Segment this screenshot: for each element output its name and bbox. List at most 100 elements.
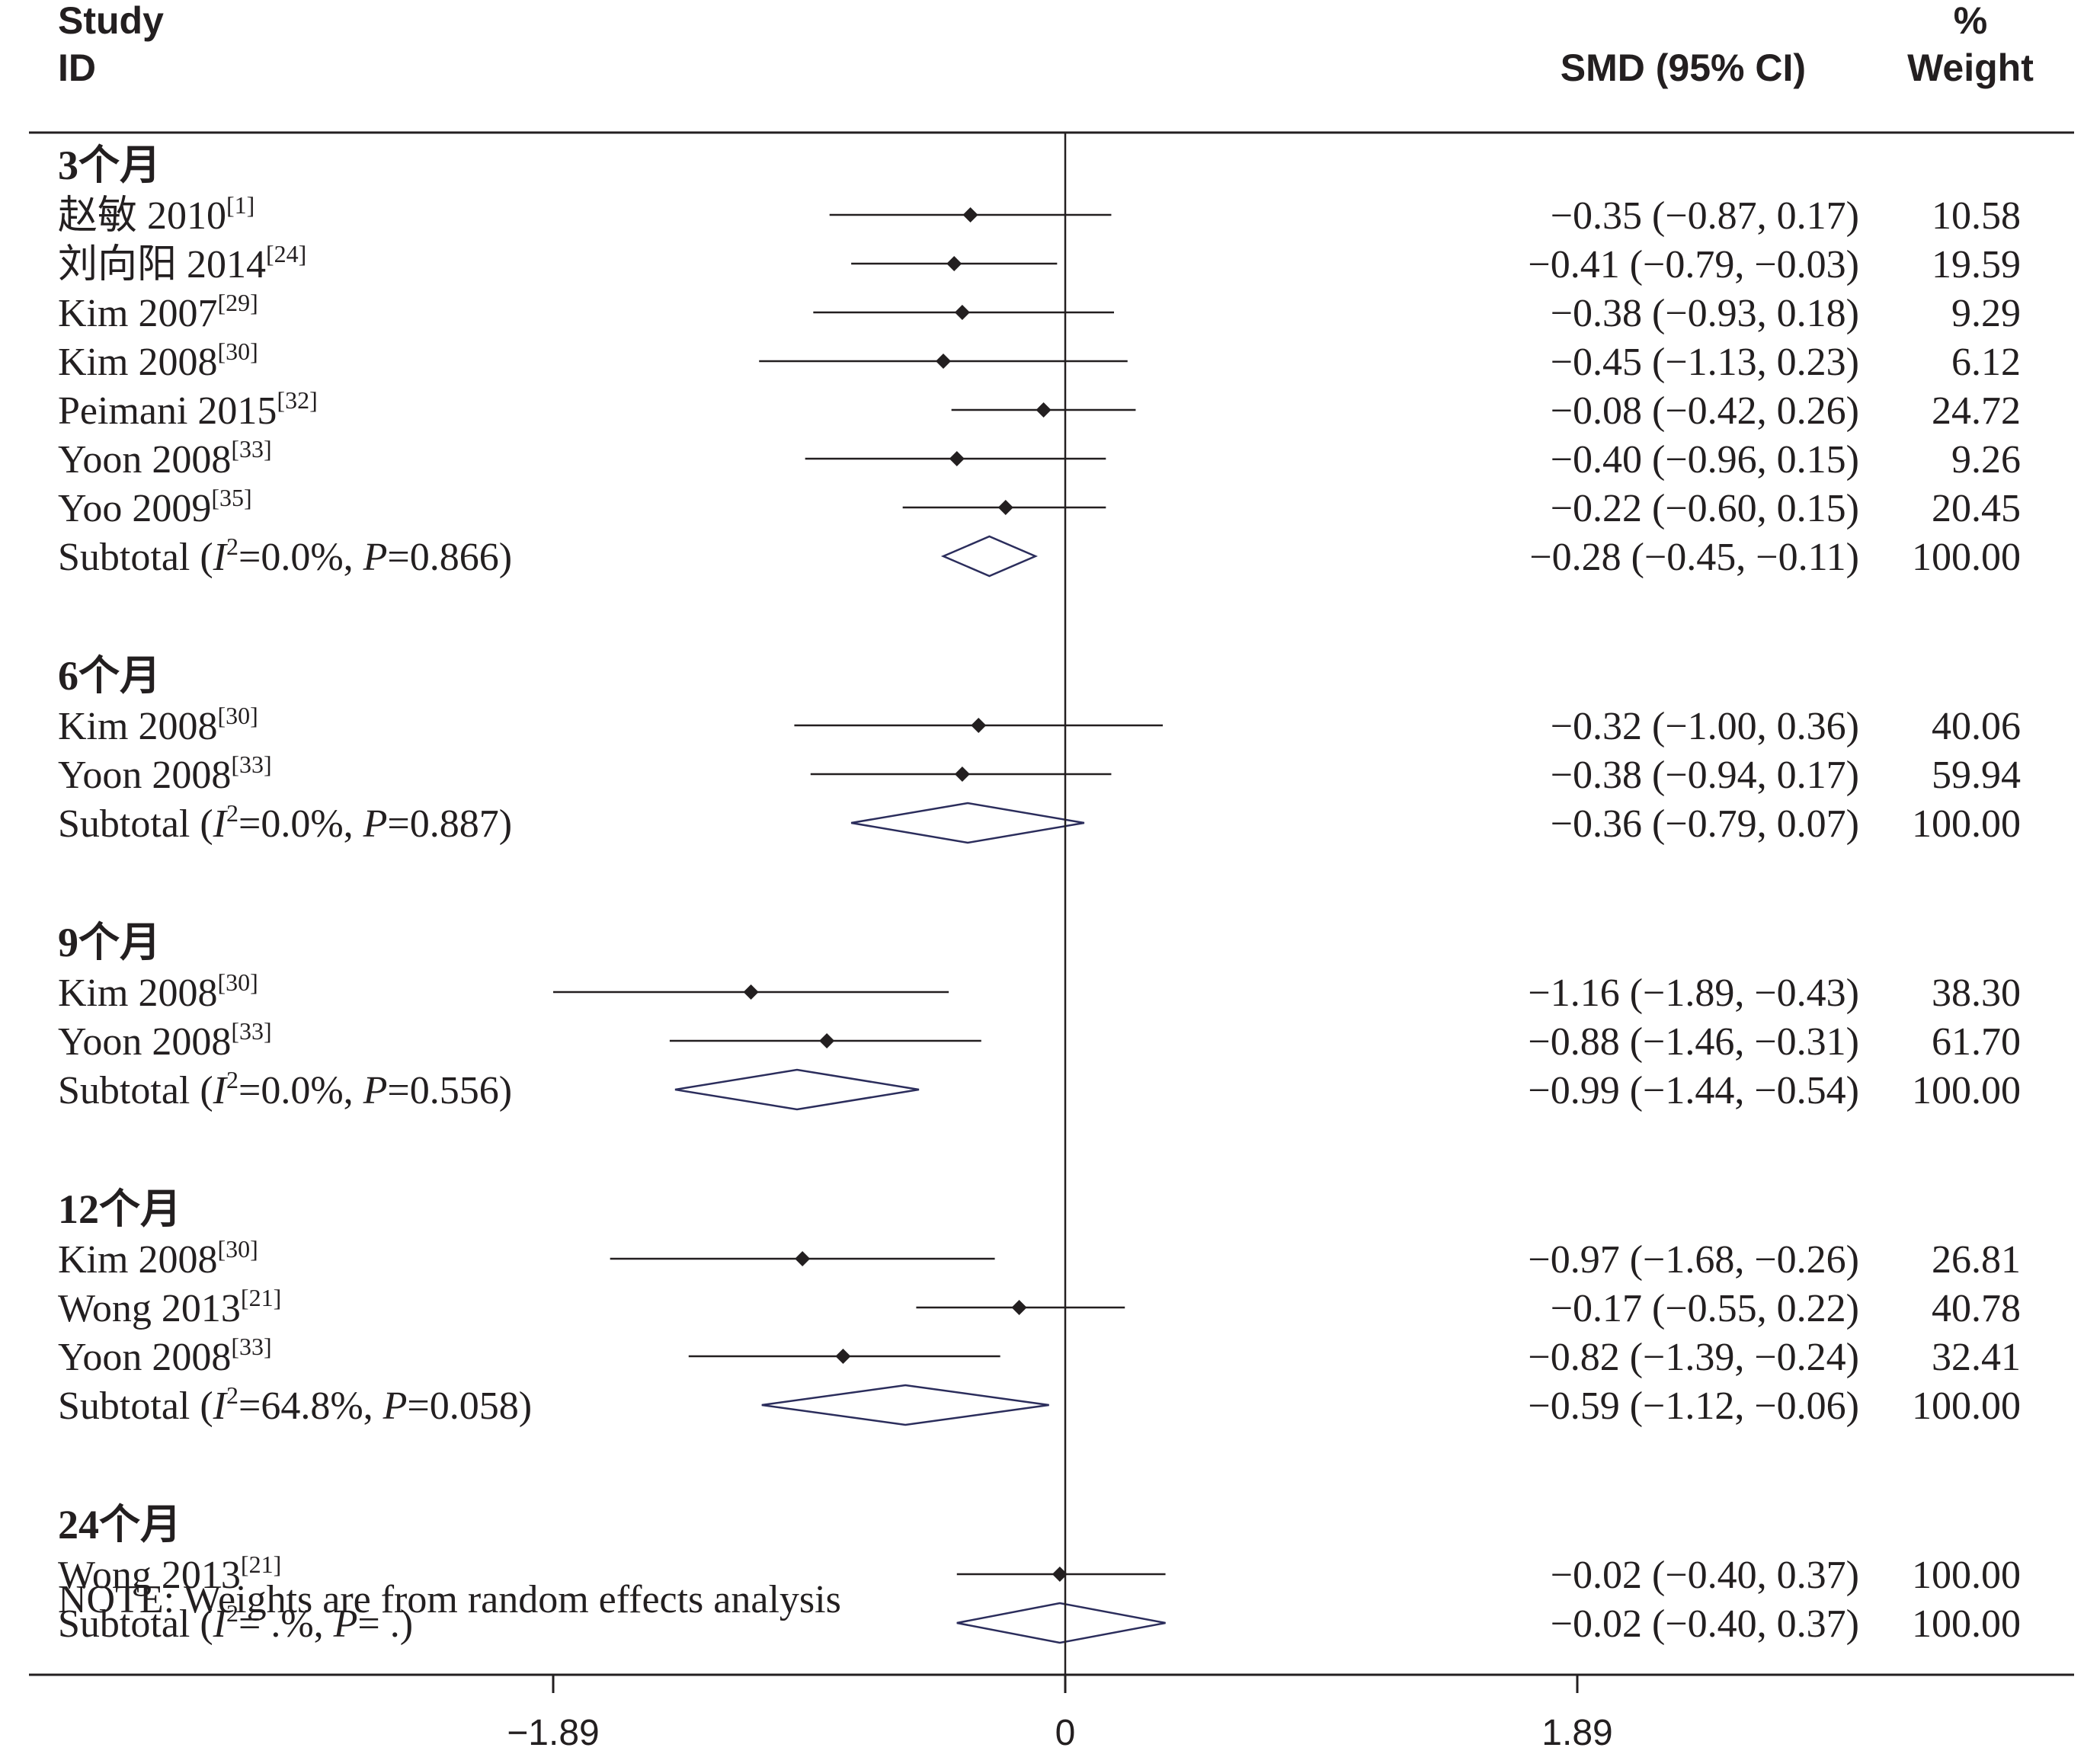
study-ref: [33]: [231, 1017, 271, 1045]
ci-value: −0.17 (−0.55, 0.22): [1551, 1287, 1859, 1330]
subtotal-ci-value: −0.36 (−0.79, 0.07): [1551, 802, 1859, 846]
header-percent: %: [1954, 0, 1987, 42]
study-name: Yoon 2008: [58, 438, 231, 482]
study-label: Kim 2008[30]: [58, 968, 258, 1015]
study-ref: [29]: [217, 289, 258, 316]
ci-value: −0.45 (−1.13, 0.23): [1551, 341, 1859, 384]
subtotal-weight-value: 100.00: [1912, 536, 2021, 579]
study-ref: [30]: [217, 338, 258, 365]
study-label: Kim 2008[30]: [58, 1235, 258, 1282]
study-ref: [1]: [226, 191, 254, 219]
study-name: Yoon 2008: [58, 1336, 231, 1379]
study-label: 刘向阳 2014[24]: [58, 240, 306, 286]
ci-value: −0.35 (−0.87, 0.17): [1551, 194, 1859, 238]
study-ref: [33]: [231, 751, 271, 778]
study-label: Wong 2013[21]: [58, 1284, 281, 1330]
ci-value: −0.22 (−0.60, 0.15): [1551, 487, 1859, 530]
study-name: Peimani 2015: [58, 389, 277, 433]
subtotal-ci-value: −0.59 (−1.12, −0.06): [1528, 1384, 1859, 1428]
point-estimate: [743, 984, 759, 1000]
header-smd: SMD (95% CI): [1561, 46, 1806, 89]
study-ref: [21]: [241, 1284, 281, 1311]
ci-value: −0.82 (−1.39, −0.24): [1528, 1336, 1859, 1379]
study-name: Kim 2008: [58, 341, 217, 384]
point-estimate: [936, 354, 951, 369]
column-headers: Study ID SMD (95% CI) % Weight: [58, 0, 2034, 89]
subtotal-label: Subtotal (I2=0.0%, P=0.556): [58, 1066, 512, 1112]
subtotal-ci-value: −0.28 (−0.45, −0.11): [1529, 536, 1859, 579]
subtotal-i2: 0.0%: [261, 802, 343, 846]
subtotal-i2: 64.8%: [261, 1384, 363, 1428]
x-axis: −1.89 0 1.89: [507, 1675, 1613, 1753]
subtotal-i2: 0.0%: [261, 1069, 343, 1112]
group-label: 9个月: [58, 920, 161, 965]
header-weight: Weight: [1907, 46, 2034, 89]
ci-value: −0.41 (−0.79, −0.03): [1528, 243, 1859, 286]
weight-value: 100.00: [1912, 1554, 2021, 1597]
study-ref: [21]: [241, 1551, 281, 1578]
subtotal-diamond: [674, 1068, 920, 1111]
weight-value: 19.59: [1932, 243, 2021, 286]
study-label: Yoon 2008[33]: [58, 435, 272, 482]
study-label: Yoon 2008[33]: [58, 751, 272, 797]
weight-value: 10.58: [1932, 194, 2021, 238]
ci-value: −0.32 (−1.00, 0.36): [1551, 705, 1859, 748]
study-label: Yoon 2008[33]: [58, 1017, 272, 1064]
point-estimate: [954, 305, 970, 320]
subtotal-p: 0.556: [410, 1069, 499, 1112]
study-name: Yoo 2009: [58, 487, 211, 530]
subtotal-ci-value: −0.02 (−0.40, 0.37): [1551, 1602, 1859, 1646]
subtotal-label: Subtotal (I2=64.8%, P=0.058): [58, 1381, 532, 1428]
subtotal-p: .: [380, 1602, 400, 1646]
study-ref: [33]: [231, 435, 271, 463]
weight-value: 20.45: [1932, 487, 2021, 530]
weight-value: 6.12: [1951, 341, 2021, 384]
study-name: Yoon 2008: [58, 754, 231, 797]
subtotal-diamond: [940, 535, 1039, 578]
ci-value: −1.16 (−1.89, −0.43): [1528, 971, 1859, 1015]
weight-value: 9.26: [1951, 438, 2021, 482]
weight-value: 38.30: [1932, 971, 2021, 1015]
study-ref: [35]: [211, 484, 251, 511]
study-label: Kim 2007[29]: [58, 289, 258, 335]
point-estimate: [971, 718, 987, 733]
study-name: Kim 2008: [58, 705, 217, 748]
study-ref: [30]: [217, 702, 258, 729]
study-name: Wong 2013: [58, 1287, 241, 1330]
weight-value: 59.94: [1932, 754, 2021, 797]
point-estimate: [946, 256, 962, 271]
weight-value: 32.41: [1932, 1336, 2021, 1379]
footnote: NOTE: Weights are from random effects an…: [58, 1578, 841, 1621]
header-id: ID: [58, 46, 96, 89]
header-study: Study: [58, 0, 164, 42]
ci-value: −0.08 (−0.42, 0.26): [1551, 389, 1859, 433]
subtotal-diamond: [850, 802, 1085, 844]
weight-value: 40.78: [1932, 1287, 2021, 1330]
study-ref: [33]: [231, 1333, 271, 1360]
study-ref: [32]: [277, 386, 317, 414]
group-label: 24个月: [58, 1502, 181, 1548]
study-name: Kim 2008: [58, 1238, 217, 1282]
ci-value: −0.38 (−0.93, 0.18): [1551, 292, 1859, 335]
point-estimate: [835, 1349, 851, 1364]
point-estimate: [1011, 1300, 1027, 1315]
subtotal-weight-value: 100.00: [1912, 1602, 2021, 1646]
subtotal-p: 0.866: [410, 536, 499, 579]
study-name: Wong 2013: [58, 1554, 241, 1597]
subtotal-p: 0.887: [410, 802, 499, 846]
subtotal-weight-value: 100.00: [1912, 1069, 2021, 1112]
subtotal-i2: .%: [261, 1602, 313, 1646]
weight-value: 24.72: [1932, 389, 2021, 433]
point-estimate: [954, 767, 970, 782]
point-estimate: [1036, 402, 1052, 418]
study-label: Yoon 2008[33]: [58, 1333, 272, 1379]
subtotal-label: Subtotal (I2= .%, P= .): [58, 1599, 413, 1646]
study-label: 赵敏 2010[1]: [58, 191, 254, 238]
point-estimate: [795, 1251, 811, 1266]
study-name: 赵敏 2010: [58, 194, 226, 238]
point-estimate: [819, 1033, 835, 1048]
weight-value: 9.29: [1951, 292, 2021, 335]
x-tick-label: 1.89: [1541, 1713, 1612, 1753]
group-label: 12个月: [58, 1186, 181, 1232]
